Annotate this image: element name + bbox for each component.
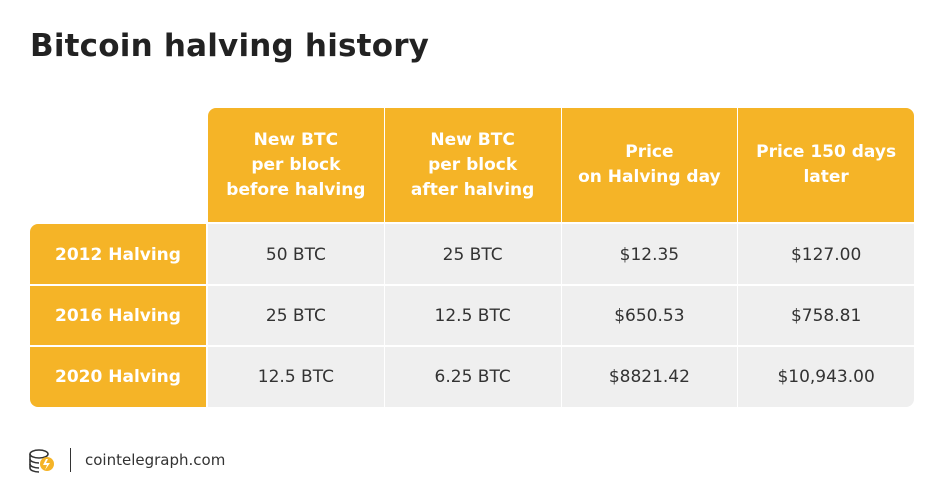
- row-label-column: 2012 Halving 2016 Halving 2020 Halving: [30, 224, 206, 407]
- site-name: cointelegraph.com: [85, 451, 226, 469]
- table-row: 50 BTC 25 BTC $12.35 $127.00: [208, 224, 914, 285]
- table-cell: $650.53: [560, 285, 738, 346]
- column-header: New BTC per block after halving: [383, 108, 561, 222]
- page-title: Bitcoin halving history: [30, 28, 430, 64]
- table-cell: $127.00: [737, 224, 914, 285]
- table-cell: $12.35: [560, 224, 738, 285]
- halving-table: New BTC per block before halving New BTC…: [30, 108, 914, 407]
- row-divider: [208, 284, 914, 286]
- row-divider: [30, 284, 206, 286]
- table-row: 25 BTC 12.5 BTC $650.53 $758.81: [208, 285, 914, 346]
- table-cell: 25 BTC: [383, 224, 561, 285]
- table-cell: $8821.42: [560, 346, 738, 407]
- cointelegraph-logo-icon: [29, 449, 54, 473]
- row-divider: [208, 345, 914, 347]
- row-divider: [30, 345, 206, 347]
- table-cell: $758.81: [737, 285, 914, 346]
- row-label: 2012 Halving: [55, 244, 181, 265]
- table-header-row: New BTC per block before halving New BTC…: [208, 108, 914, 222]
- table-cell: 12.5 BTC: [257, 366, 334, 387]
- table-body: 50 BTC 25 BTC $12.35 $127.00 25 BTC 12.5…: [208, 224, 914, 407]
- table-row: 12.5 BTC 6.25 BTC $8821.42 $10,943.00: [208, 346, 914, 407]
- table-cell: 12.5 BTC: [383, 285, 561, 346]
- row-label: 2016 Halving: [55, 305, 181, 326]
- row-label: 2020 Halving: [55, 366, 181, 387]
- column-header: Price on Halving day: [560, 108, 738, 222]
- table-cell: $10,943.00: [737, 346, 914, 407]
- table-cell: 25 BTC: [265, 305, 326, 326]
- table-cell: 6.25 BTC: [383, 346, 561, 407]
- column-header: Price 150 days later: [737, 108, 914, 222]
- column-header: New BTC per block before halving: [226, 129, 366, 200]
- footer-divider: [70, 448, 71, 472]
- footer: cointelegraph.com: [26, 444, 225, 476]
- table-cell: 50 BTC: [265, 244, 326, 265]
